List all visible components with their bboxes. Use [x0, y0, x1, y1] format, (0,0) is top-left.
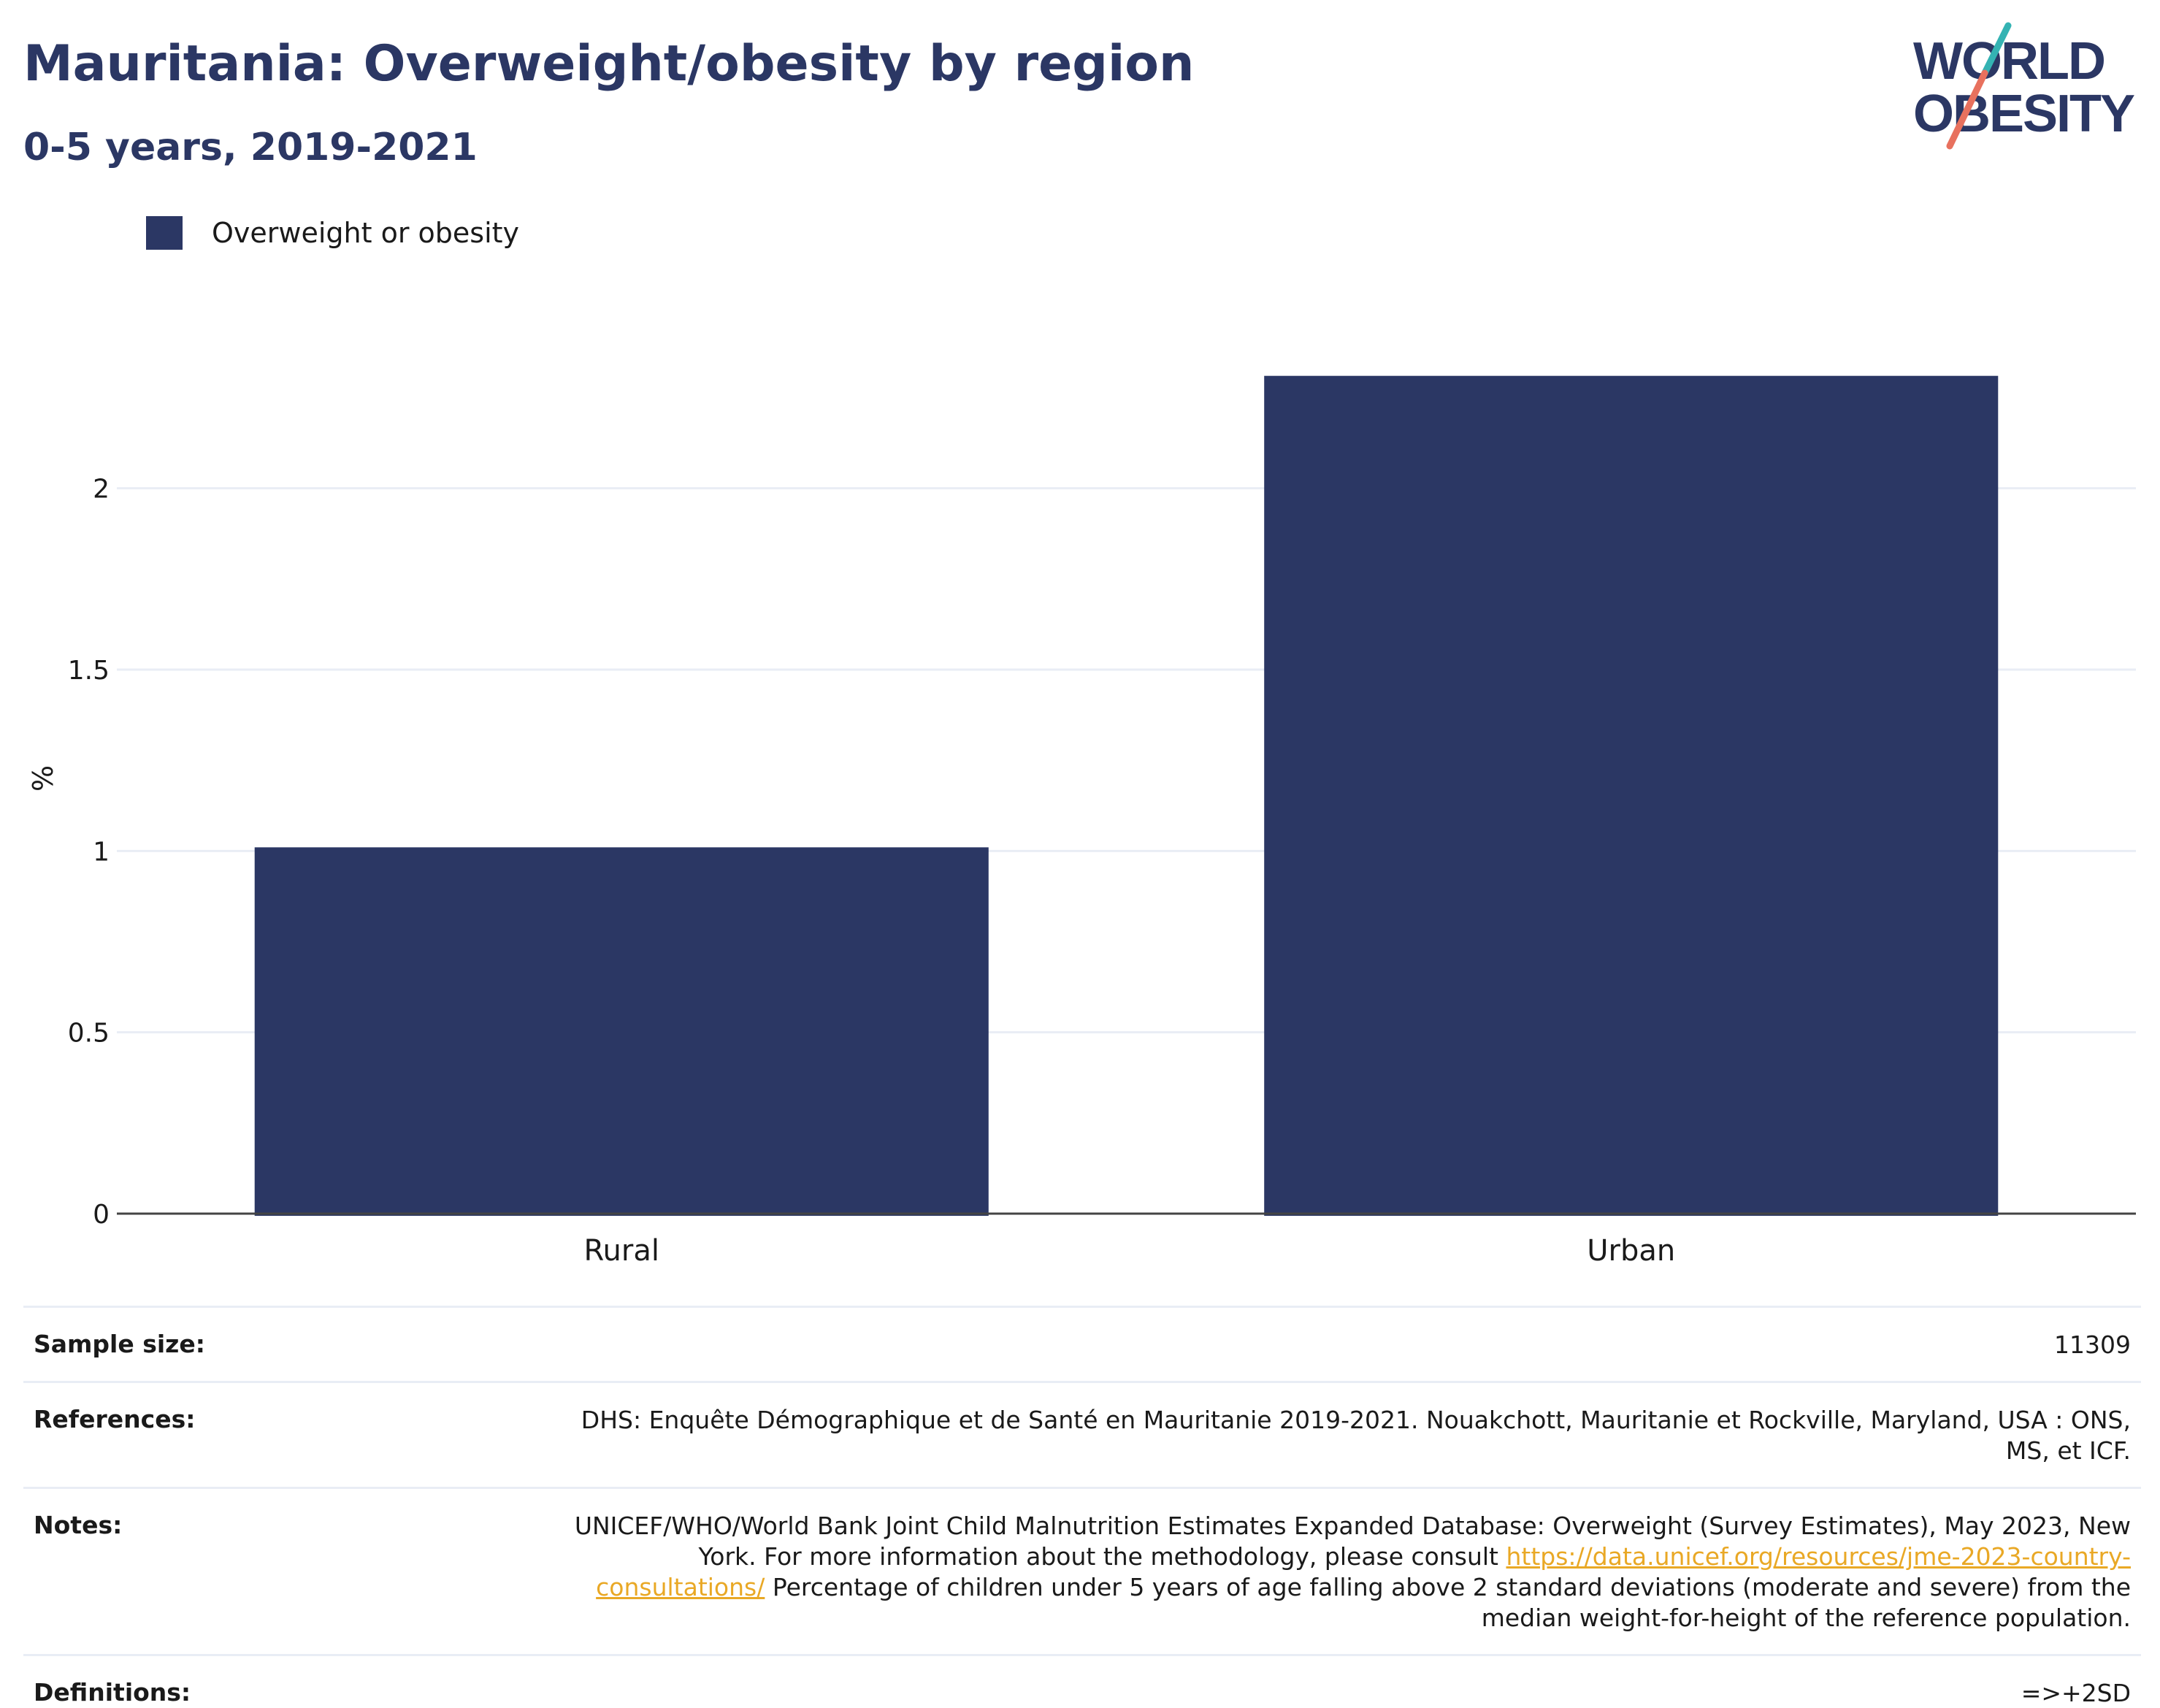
sample-size-value: 11309	[2054, 1330, 2131, 1359]
logo-slash-teal	[1981, 22, 2012, 77]
chart-title: Mauritania: Overweight/obesity by region	[23, 35, 1195, 93]
chart-subtitle: 0-5 years, 2019-2021	[23, 126, 478, 169]
chart-legend[interactable]: Overweight or obesity	[146, 216, 519, 250]
info-row-definitions: Definitions: =>+2SD	[23, 1654, 2141, 1708]
bar-rural	[254, 847, 989, 1216]
y-tick-label: 1.5	[68, 656, 110, 686]
definitions-value: =>+2SD	[2021, 1679, 2131, 1707]
y-axis-title: %	[27, 765, 59, 792]
references-value: DHS: Enquête Démographique et de Santé e…	[581, 1406, 2131, 1465]
logo-line-1: WORLD	[1913, 32, 2105, 91]
notes-label: Notes:	[34, 1511, 123, 1539]
info-table: Sample size: 11309 References: DHS: Enqu…	[23, 1306, 2141, 1708]
y-tick-label: 1	[93, 837, 110, 867]
info-row-sample-size: Sample size: 11309	[23, 1306, 2141, 1381]
notes-link[interactable]: https://data.unicef.org/resources/jme-20…	[596, 1542, 2131, 1601]
references-label: References:	[34, 1405, 196, 1433]
logo-line-2: OBESITY	[1913, 85, 2134, 143]
legend-swatch	[146, 216, 183, 250]
info-row-notes: Notes: UNICEF/WHO/World Bank Joint Child…	[23, 1487, 2141, 1654]
info-row-references: References: DHS: Enquête Démographique e…	[23, 1381, 2141, 1487]
y-tick-label: 0.5	[68, 1019, 110, 1049]
notes-value: UNICEF/WHO/World Bank Joint Child Malnut…	[554, 1511, 2131, 1634]
bar-chart: 0 0.5 1 1.5 2% Rural Urban	[27, 375, 2136, 1268]
world-obesity-logo: WORLD OBESITY	[1913, 22, 2136, 150]
legend-label: Overweight or obesity	[212, 217, 520, 249]
notes-prefix: UNICEF/WHO/World Bank Joint Child Malnut…	[574, 1512, 2131, 1571]
y-tick-label: 2	[93, 475, 110, 505]
x-tick-label: Urban	[1587, 1234, 1675, 1268]
notes-suffix: Percentage of children under 5 years of …	[772, 1573, 2131, 1632]
sample-size-label: Sample size:	[34, 1330, 205, 1358]
y-tick-label: 0	[93, 1200, 110, 1230]
definitions-label: Definitions:	[34, 1678, 191, 1707]
bar-urban	[1264, 375, 1999, 1217]
x-tick-label: Rural	[584, 1234, 659, 1268]
logo-slash-coral	[1946, 69, 1988, 150]
